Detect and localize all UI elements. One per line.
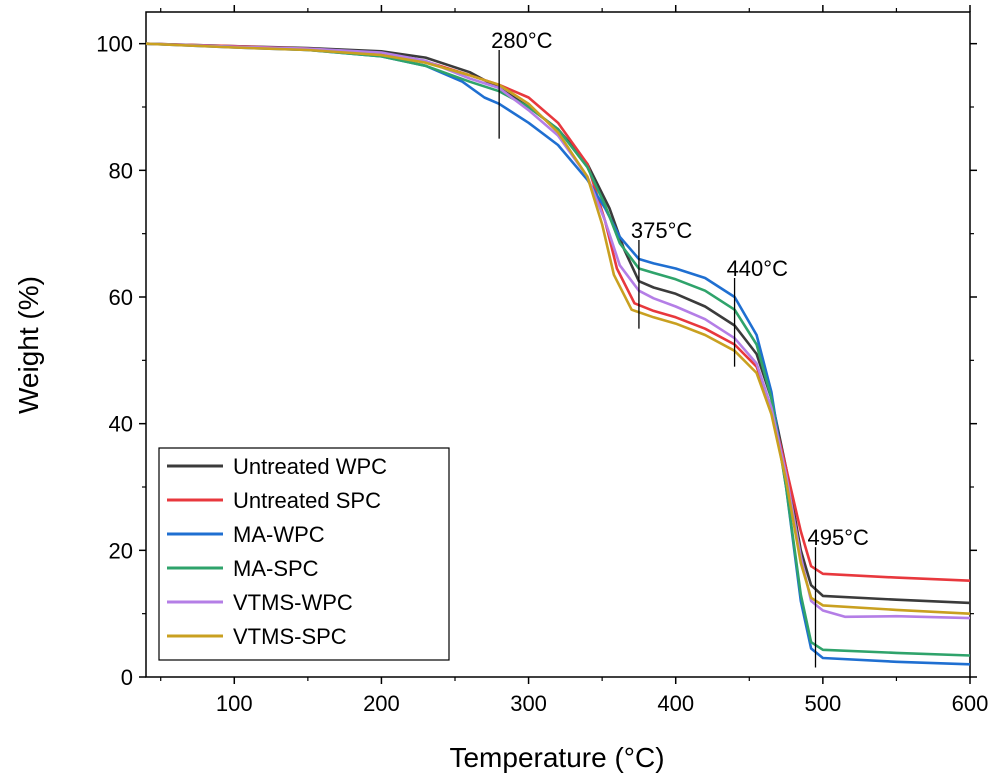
y-tick-label: 100: [96, 32, 133, 57]
legend-label-vtms-wpc: VTMS-WPC: [233, 590, 353, 615]
plot-border: [145, 11, 971, 678]
plot-frame: [145, 11, 971, 678]
legend-label-untreated-spc: Untreated SPC: [233, 488, 381, 513]
series-line-vtms-spc: [145, 42, 971, 615]
x-axis-title: Temperature (°C): [449, 742, 664, 773]
y-tick-label: 80: [109, 158, 133, 183]
annotation-label: 280°C: [491, 28, 553, 53]
x-tick-label: 300: [510, 691, 547, 716]
y-tick-label: 20: [109, 538, 133, 563]
legend-label-untreated-wpc: Untreated WPC: [233, 454, 387, 479]
annotation-label: 495°C: [808, 525, 870, 550]
y-tick-label: 60: [109, 285, 133, 310]
annotations: 280°C 375°C 440°C 495°C: [491, 28, 869, 668]
x-tick-label: 200: [363, 691, 400, 716]
x-tick-label: 600: [952, 691, 989, 716]
legend-box: [158, 447, 450, 661]
y-tick-label: 0: [121, 665, 133, 690]
series-layer: [145, 42, 971, 666]
legend-label-ma-spc: MA-SPC: [233, 556, 319, 581]
y-axis-title: Weight (%): [13, 276, 44, 414]
annotation-label: 375°C: [631, 218, 693, 243]
x-tick-label: 500: [804, 691, 841, 716]
legend: Untreated WPC Untreated SPC MA-WPC MA-SPC VT…: [158, 447, 450, 661]
legend-label-ma-wpc: MA-WPC: [233, 522, 325, 547]
y-tick-label: 40: [109, 412, 133, 437]
axis-ticks: 100 200 300 400 500 600 0 20 40 60 80 100: [96, 5, 988, 716]
x-tick-label: 100: [216, 691, 253, 716]
x-tick-label: 400: [657, 691, 694, 716]
annotation-label: 440°C: [727, 256, 789, 281]
legend-label-vtms-spc: VTMS-SPC: [233, 624, 347, 649]
